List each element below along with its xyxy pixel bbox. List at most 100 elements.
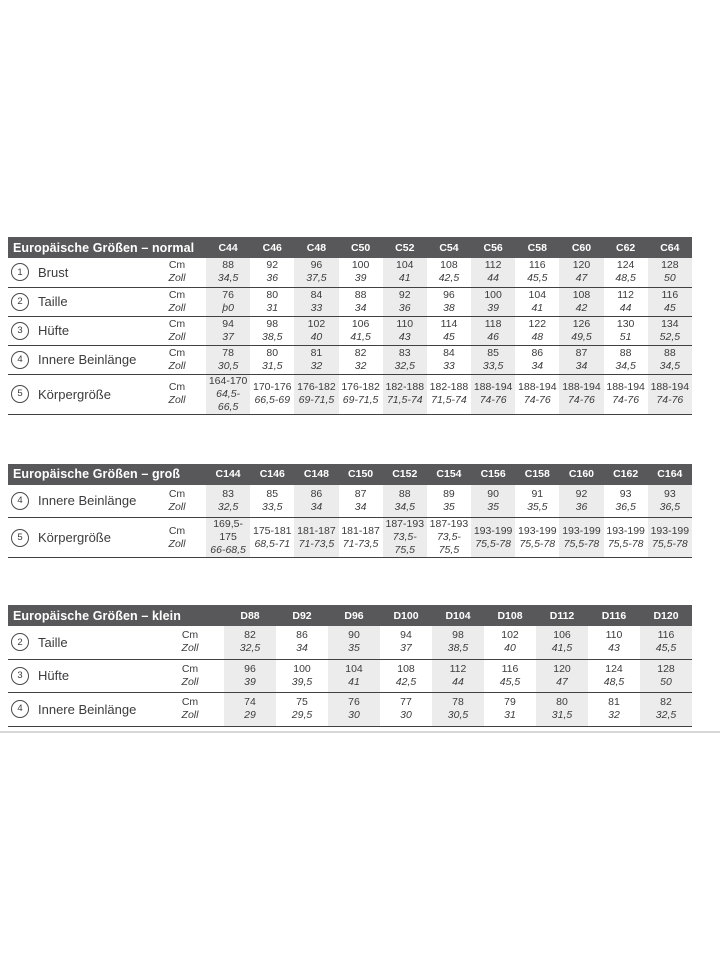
zoll-value: 34 <box>310 500 323 513</box>
value-cell: 124 48,5 <box>588 659 640 692</box>
zoll-value: 69-71,5 <box>342 394 379 406</box>
zoll-value: 33 <box>310 301 323 314</box>
value-cell: 134 52,5 <box>647 316 692 345</box>
cm-value: 78 <box>222 346 234 359</box>
unit-label-cm: Cm <box>168 346 186 359</box>
zoll-value: 32 <box>310 359 323 372</box>
value-cell: 130 51 <box>604 316 648 345</box>
cm-value: 106 <box>351 317 370 330</box>
zoll-value: 64,5-66,5 <box>216 387 241 413</box>
column-header-c162: C162 <box>603 463 648 485</box>
row-label-cell: 2 Taille <box>8 287 148 316</box>
cm-value: 74 <box>244 696 256 708</box>
cm-value: 120 <box>553 662 571 675</box>
value-cell: 88 34,5 <box>647 345 692 374</box>
row-number-badge: 3 <box>11 321 29 340</box>
cm-value: 188-194 <box>606 381 645 393</box>
value-cell: 82 32,5 <box>640 692 692 726</box>
zoll-value: 41 <box>398 272 411 285</box>
cm-value: 96 <box>443 288 455 301</box>
value-cell: 80 31,5 <box>250 345 294 374</box>
zoll-value: 75,5-78 <box>475 537 511 550</box>
zoll-value: 71-73,5 <box>298 537 335 550</box>
column-header-d92: D92 <box>276 605 328 626</box>
unit-label-zoll: Zoll <box>181 642 199 655</box>
value-cell: 98 38,5 <box>432 626 484 659</box>
value-cell: 182-188 71,5-74 <box>382 374 427 414</box>
zoll-value: 49,5 <box>571 330 592 343</box>
unit-label-cm: Cm <box>168 487 186 500</box>
cm-value: 108 <box>572 288 591 301</box>
unit-cell: Cm Zoll <box>148 287 206 316</box>
column-header-c52: C52 <box>382 237 427 258</box>
unit-cell: Cm Zoll <box>148 374 206 414</box>
cm-value: 87 <box>575 346 588 359</box>
header-row: Europäische Größen – klein D88 D92 D96 D100 D… <box>8 605 692 626</box>
unit-cell: Cm Zoll <box>156 692 224 726</box>
zoll-value: 34,5 <box>659 359 681 372</box>
cm-value: 124 <box>616 259 635 272</box>
cm-value: 104 <box>528 288 547 301</box>
unit-label-cm: Cm <box>168 317 186 330</box>
zoll-value: 41 <box>531 301 544 314</box>
value-cell: 100 39,5 <box>276 659 328 692</box>
zoll-value: 40 <box>310 330 323 343</box>
cm-value: 112 <box>617 288 634 301</box>
row-label: Brust <box>38 264 69 280</box>
row-number-badge: 4 <box>11 350 29 369</box>
column-header-d100: D100 <box>380 605 432 626</box>
value-cell: 176-182 69-71,5 <box>294 374 339 414</box>
row-label: Taille <box>38 634 68 650</box>
size-chart-normal: Europäische Größen – normal C44 C46 C48 C50 C… <box>8 237 692 415</box>
value-cell: 112 44 <box>471 258 516 287</box>
cm-value: 181-187 <box>297 524 336 537</box>
zoll-value: 31 <box>266 301 279 314</box>
measure-row-h-fte: 3 Hüfte Cm Zoll 96 39 100 39,5 104 41 108 42,5 112 44… <box>8 659 692 692</box>
cm-value: 169,5-175 <box>213 518 243 543</box>
zoll-value: 71-73,5 <box>342 537 379 550</box>
cm-value: 175-181 <box>252 524 292 537</box>
zoll-value: 38,5 <box>262 330 283 343</box>
zoll-value: 35 <box>487 500 499 513</box>
row-label-cell: 3 Hüfte <box>8 316 148 345</box>
zoll-value: 45,5 <box>499 675 521 688</box>
value-cell: 116 45,5 <box>640 626 692 659</box>
zoll-value: 73,5-75,5 <box>392 531 417 556</box>
zoll-value: 29 <box>244 709 256 721</box>
value-cell: 77 30 <box>380 692 432 726</box>
zoll-value: 38 <box>443 301 455 314</box>
cm-value: 92 <box>398 288 411 301</box>
cm-value: 100 <box>293 662 311 675</box>
cm-value: 86 <box>310 487 323 500</box>
value-cell: 175-181 68,5-71 <box>250 518 294 558</box>
cm-value: 176-182 <box>297 381 336 393</box>
value-cell: 81 32 <box>588 692 640 726</box>
zoll-value: 48,5 <box>615 272 636 285</box>
cm-value: 134 <box>661 317 679 330</box>
value-cell: 108 42 <box>559 287 604 316</box>
value-cell: 82 32,5 <box>224 626 276 659</box>
cm-value: 96 <box>310 259 323 272</box>
unit-label-cm: Cm <box>181 629 199 642</box>
column-header-c154: C154 <box>426 463 472 485</box>
value-cell: 91 35,5 <box>515 485 559 518</box>
cm-value: 112 <box>484 259 502 272</box>
measure-row-innere-beinl-nge: 4 Innere Beinlänge Cm Zoll 74 29 75 29,5 76 30 77 3… <box>8 692 692 726</box>
zoll-value: 30,5 <box>217 359 239 372</box>
row-label-cell: 3 Hüfte <box>8 659 156 692</box>
column-header-c54: C54 <box>426 237 472 258</box>
zoll-value: 33 <box>443 359 455 372</box>
zoll-value: 74-76 <box>612 394 640 406</box>
column-header-d120: D120 <box>640 605 692 626</box>
column-header-c60: C60 <box>559 237 604 258</box>
cm-value: 102 <box>307 317 326 330</box>
column-header-c146: C146 <box>250 463 295 485</box>
zoll-value: 34 <box>531 359 544 372</box>
cm-value: 108 <box>440 259 458 272</box>
value-cell: 93 36,5 <box>647 484 692 518</box>
row-label-inner: 4 Innere Beinlänge <box>11 350 148 369</box>
zoll-value: 47 <box>575 272 588 285</box>
zoll-value: 33,5 <box>262 500 283 513</box>
cm-value: 116 <box>661 288 679 301</box>
column-header-c62: C62 <box>603 237 648 258</box>
